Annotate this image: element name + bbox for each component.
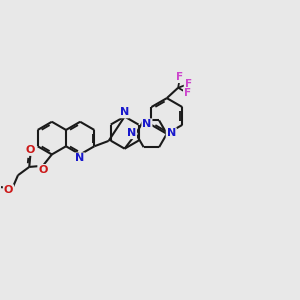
Text: N: N xyxy=(167,128,176,138)
Text: F: F xyxy=(184,79,192,89)
Text: N: N xyxy=(120,107,129,117)
Text: F: F xyxy=(184,88,191,98)
Text: O: O xyxy=(38,165,48,175)
Text: N: N xyxy=(142,119,152,129)
Text: F: F xyxy=(176,72,184,82)
Text: O: O xyxy=(26,145,35,155)
Text: O: O xyxy=(4,185,13,195)
Text: N: N xyxy=(127,128,136,138)
Text: N: N xyxy=(75,153,85,163)
